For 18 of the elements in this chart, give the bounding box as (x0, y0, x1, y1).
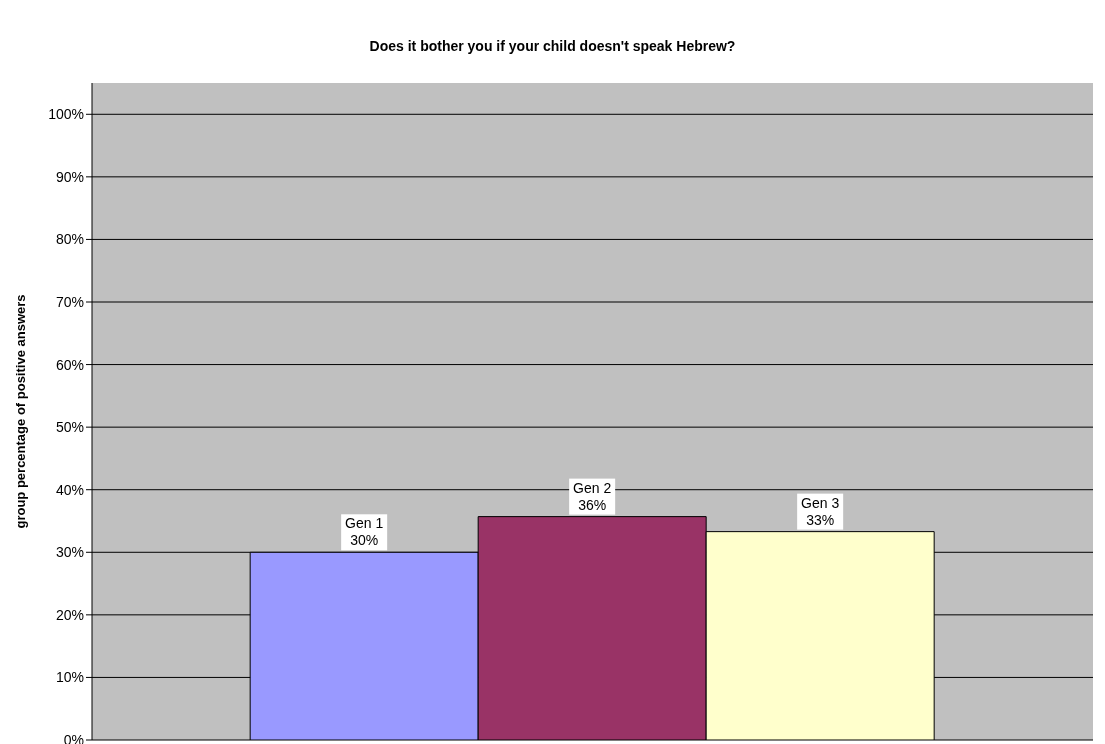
series-label: Gen 1 (345, 515, 384, 532)
y-tick-label: 40% (55, 481, 84, 498)
y-tick-label: 90% (55, 168, 84, 185)
y-axis-title: group percentage of positive answers (12, 294, 28, 529)
y-tick-label: 100% (48, 106, 84, 123)
y-tick-label: 70% (55, 293, 84, 310)
y-tick-label: 60% (55, 356, 84, 373)
y-tick-label: 80% (55, 231, 84, 248)
y-tick-label: 20% (55, 606, 84, 623)
chart-title: Does it bother you if your child doesn't speak Hebrew? (368, 38, 737, 54)
series-label: Gen 2 (573, 479, 612, 496)
data-label: 36% (578, 496, 607, 513)
series-label: Gen 3 (801, 494, 840, 511)
y-tick-label: 10% (55, 669, 84, 686)
data-label: 33% (806, 511, 835, 528)
y-tick-label: 50% (55, 419, 84, 436)
data-label: 30% (350, 532, 379, 549)
y-tick-label: 30% (55, 544, 84, 561)
